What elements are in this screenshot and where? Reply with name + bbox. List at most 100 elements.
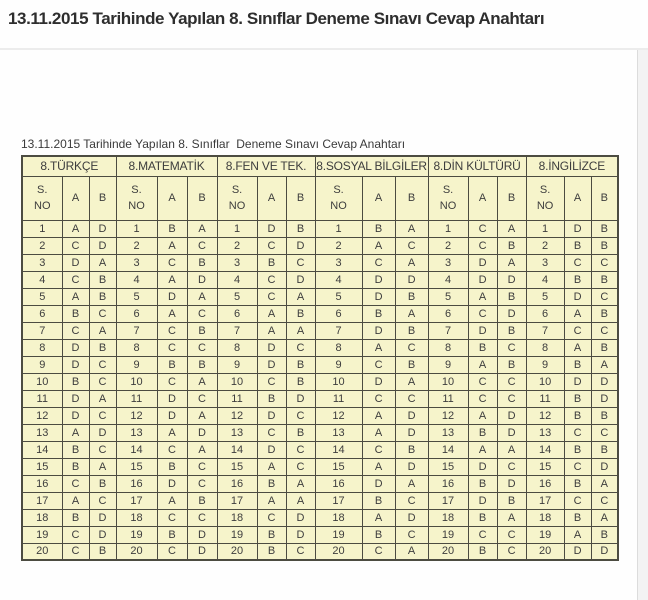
answer-a-cell: C [156,321,188,340]
question-number-cell: 5 [216,287,258,306]
answer-a-cell: A [61,423,90,442]
answer-row: 12 D C 12 D A 12 D C 12 A D 12 A D 12 B B [21,406,619,425]
answer-a-cell: A [467,355,498,374]
col-header-b: B [394,175,429,221]
answer-a-cell: D [256,355,287,374]
answer-a-cell: D [256,338,287,357]
question-number-cell: 15 [427,457,469,476]
question-number-cell: 19 [115,525,158,544]
question-number-cell: 12 [115,406,158,425]
question-number-cell: 13 [216,423,258,442]
answer-a-cell: C [467,525,498,544]
header-divider [0,48,648,50]
answer-a-cell: B [256,474,287,493]
answer-a-cell: D [361,474,396,493]
answer-a-cell: D [61,406,90,425]
question-number-cell: 9 [314,355,363,374]
question-number-cell: 19 [314,525,363,544]
answer-a-cell: D [563,372,592,391]
answer-b-cell: D [590,372,619,391]
answer-row: 20 C B 20 C D 20 B C 20 C A 20 B C 20 D D [21,542,619,561]
answer-b-cell: D [496,270,527,289]
answer-b-cell: B [88,474,117,493]
question-number-cell: 11 [21,389,63,408]
question-number-cell: 1 [216,219,258,238]
answer-a-cell: A [61,491,90,510]
scrollbar-gutter [637,50,648,600]
question-number-cell: 16 [216,474,258,493]
answer-b-cell: D [88,219,117,238]
question-number-cell: 2 [525,236,565,255]
answer-a-cell: B [361,491,396,510]
answer-b-cell: B [285,304,316,323]
question-number-cell: 3 [525,253,565,272]
question-number-cell: 2 [21,236,63,255]
answer-b-cell: D [590,457,619,476]
answer-a-cell: C [61,474,90,493]
answer-a-cell: D [156,287,188,306]
answer-a-cell: C [467,372,498,391]
answer-a-cell: A [361,423,396,442]
answer-b-cell: D [394,270,429,289]
answer-b-cell: D [394,423,429,442]
answer-a-cell: B [156,525,188,544]
answer-a-cell: D [361,287,396,306]
answer-a-cell: D [156,389,188,408]
answer-b-cell: C [285,338,316,357]
answer-a-cell: A [61,219,90,238]
answer-b-cell: B [496,321,527,340]
answer-b-cell: D [186,542,218,561]
answer-a-cell: A [361,457,396,476]
answer-a-cell: B [361,304,396,323]
answer-b-cell: C [186,304,218,323]
question-number-cell: 13 [525,423,565,442]
answer-b-cell: C [394,525,429,544]
answer-b-cell: A [496,253,527,272]
answer-a-cell: B [61,372,90,391]
question-number-cell: 20 [115,542,158,561]
answer-b-cell: D [394,508,429,527]
answer-b-cell: D [496,304,527,323]
question-number-cell: 14 [216,440,258,459]
question-number-cell: 3 [314,253,363,272]
answer-b-cell: B [88,338,117,357]
answer-b-cell: D [88,508,117,527]
col-header-a: A [563,175,592,221]
question-number-cell: 7 [525,321,565,340]
answer-b-cell: C [88,372,117,391]
answer-b-cell: B [285,423,316,442]
answer-b-cell: A [394,253,429,272]
col-header-a: A [61,175,90,221]
question-number-cell: 3 [115,253,158,272]
answer-a-cell: C [256,423,287,442]
answer-a-cell: A [467,287,498,306]
answer-b-cell: D [590,389,619,408]
question-number-cell: 5 [314,287,363,306]
answer-a-cell: B [361,525,396,544]
question-number-cell: 4 [216,270,258,289]
answer-b-cell: C [186,389,218,408]
answer-b-cell: A [186,440,218,459]
answer-a-cell: A [361,236,396,255]
question-number-cell: 5 [115,287,158,306]
answer-b-cell: B [590,406,619,425]
answer-a-cell: B [156,219,188,238]
answer-a-cell: C [361,253,396,272]
answer-b-cell: C [186,236,218,255]
col-header-a: A [156,175,188,221]
question-number-cell: 10 [216,372,258,391]
question-number-cell: 16 [427,474,469,493]
answer-a-cell: A [156,236,188,255]
col-header-a: A [361,175,396,221]
column-header-row: S. NO A B S. NO A B S. NO A B S. NO A B S. NO A B S. NO A B [21,175,619,221]
question-number-cell: 4 [314,270,363,289]
answer-b-cell: C [88,440,117,459]
subject-header-turkce: 8.TÜRKÇE [21,155,117,177]
answer-a-cell: B [467,474,498,493]
subject-header-matematik: 8.MATEMATİK [115,155,218,177]
answer-b-cell: B [496,491,527,510]
answer-a-cell: B [467,423,498,442]
